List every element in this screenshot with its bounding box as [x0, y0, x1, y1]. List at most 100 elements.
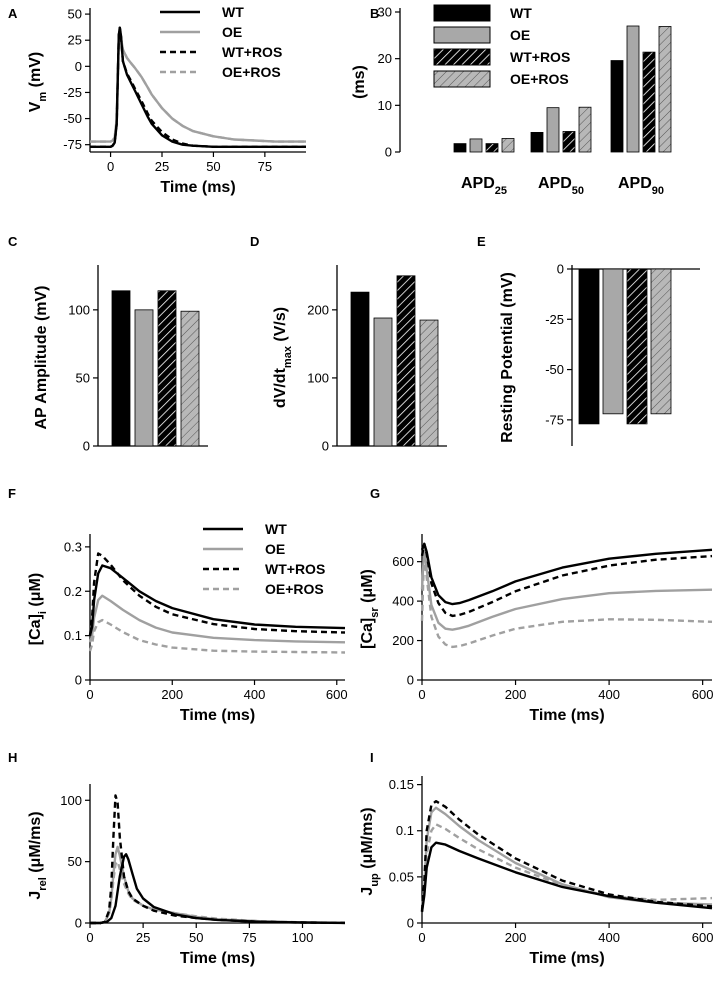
bar [530, 131, 544, 153]
y-tick-label: 200 [392, 633, 414, 648]
y-axis-label: Jup (μM/ms) [359, 807, 381, 895]
panel-C: 0 50 100 AP Amplitude (mV) C [8, 234, 208, 454]
series-line-wt [420, 542, 713, 606]
x-tick-label: 0 [418, 687, 425, 702]
x-tick-label: 75 [258, 159, 272, 174]
bar [626, 25, 640, 153]
legend-label: OE [265, 541, 285, 557]
panel-B: 0 10 20 30 (ms) B APD25 APD50 APD90 WT OE WT+ROS OE+… [351, 4, 672, 197]
bar [453, 143, 467, 153]
series-line-wt [90, 853, 346, 925]
bar [111, 290, 131, 447]
legend-label: OE+ROS [510, 71, 569, 87]
y-tick-label: 100 [307, 370, 329, 385]
y-tick-label: -25 [545, 312, 564, 327]
x-tick-label: 0 [107, 159, 114, 174]
bar [610, 60, 624, 153]
bar [485, 143, 499, 153]
y-axis-label: Jrel (μM/ms) [27, 811, 49, 899]
x-axis-label: Time (ms) [180, 707, 255, 724]
bar [501, 138, 515, 153]
series-line-wt-ros [420, 800, 713, 912]
legend-label: WT [222, 4, 244, 20]
series-line-oe-ros [88, 618, 346, 654]
series-line-wt-ros [88, 552, 346, 636]
legend-swatch [433, 48, 491, 66]
panel-G: 0 200 400 600 0 200 400 600 [Ca]sr (μM) Time (ms)… [359, 486, 713, 724]
panel-D: 0 100 200 dV/dtmax (V/s) D [250, 234, 447, 454]
bar [626, 268, 648, 425]
x-axis-label: Time (ms) [180, 950, 255, 967]
x-axis-label: Time (ms) [529, 707, 604, 724]
series-line-wt-ros [420, 542, 713, 618]
y-tick-label: -25 [63, 85, 82, 100]
bar [180, 310, 200, 447]
x-axis-label: Time (ms) [160, 179, 235, 196]
category-label: APD50 [538, 175, 584, 197]
bar [578, 268, 600, 425]
y-tick-label: 25 [68, 33, 82, 48]
bar [469, 138, 483, 153]
bar [350, 291, 370, 447]
y-tick-label: 0 [322, 439, 329, 454]
y-tick-label: 0.1 [396, 823, 414, 838]
panel-label: B [370, 6, 379, 21]
panel-label: D [250, 234, 259, 249]
bar [419, 319, 439, 447]
panel-label: E [477, 234, 486, 249]
x-tick-label: 600 [326, 687, 348, 702]
y-tick-label: 400 [392, 594, 414, 609]
y-tick-label: 0 [557, 262, 564, 277]
panel-I: 0 0.05 0.1 0.15 0 200 400 600 Jup (μM/ms) Time (m… [359, 750, 713, 967]
bar [396, 275, 416, 447]
y-tick-label: 200 [307, 302, 329, 317]
x-tick-label: 200 [505, 687, 527, 702]
legend-swatch [433, 26, 491, 44]
bar [134, 309, 154, 447]
y-tick-label: 100 [68, 302, 90, 317]
panel-label: H [8, 750, 17, 765]
y-axis-label: Vm (mV) [27, 52, 49, 112]
legend-swatch [433, 70, 491, 88]
x-tick-label: 400 [598, 930, 620, 945]
category-label: APD25 [461, 175, 507, 197]
bar [650, 268, 672, 415]
category-label: APD90 [618, 175, 664, 197]
y-tick-label: -75 [63, 137, 82, 152]
y-tick-label: 0 [407, 673, 414, 688]
x-tick-label: 50 [206, 159, 220, 174]
y-tick-label: 10 [378, 98, 392, 113]
legend-label: WT+ROS [265, 561, 325, 577]
x-tick-label: 600 [692, 930, 714, 945]
y-tick-label: 30 [378, 5, 392, 20]
y-axis-label: (ms) [351, 65, 368, 99]
legend-label: OE+ROS [222, 64, 281, 80]
y-axis-label: dV/dtmax (V/s) [272, 307, 294, 408]
bar [642, 51, 656, 153]
y-tick-label: 20 [378, 51, 392, 66]
legend-label: WT [265, 521, 287, 537]
legend-label: WT+ROS [222, 44, 282, 60]
x-tick-label: 0 [86, 687, 93, 702]
x-tick-label: 25 [155, 159, 169, 174]
panel-label: G [370, 486, 380, 501]
series-line-wt-ros [90, 794, 346, 925]
panel-label: I [370, 750, 374, 765]
y-tick-label: 0 [75, 916, 82, 931]
panel-A: 50 25 0 -25 -50 -75 0 25 50 75 Vm (mV) Time (ms) A WT… [8, 4, 306, 196]
bar [546, 107, 560, 153]
x-tick-label: 400 [244, 687, 266, 702]
legend-label: WT [510, 5, 532, 21]
legend-label: WT+ROS [510, 49, 570, 65]
series-line-oe [420, 806, 713, 910]
series-line-oe-ros [420, 823, 713, 913]
y-tick-label: 0.2 [64, 584, 82, 599]
bar [157, 290, 177, 447]
panel-label: F [8, 486, 16, 501]
y-tick-label: 0 [407, 916, 414, 931]
y-tick-label: 0.3 [64, 539, 82, 554]
y-tick-label: 600 [392, 554, 414, 569]
series-line-wt-ros [90, 26, 306, 149]
x-tick-label: 600 [692, 687, 714, 702]
